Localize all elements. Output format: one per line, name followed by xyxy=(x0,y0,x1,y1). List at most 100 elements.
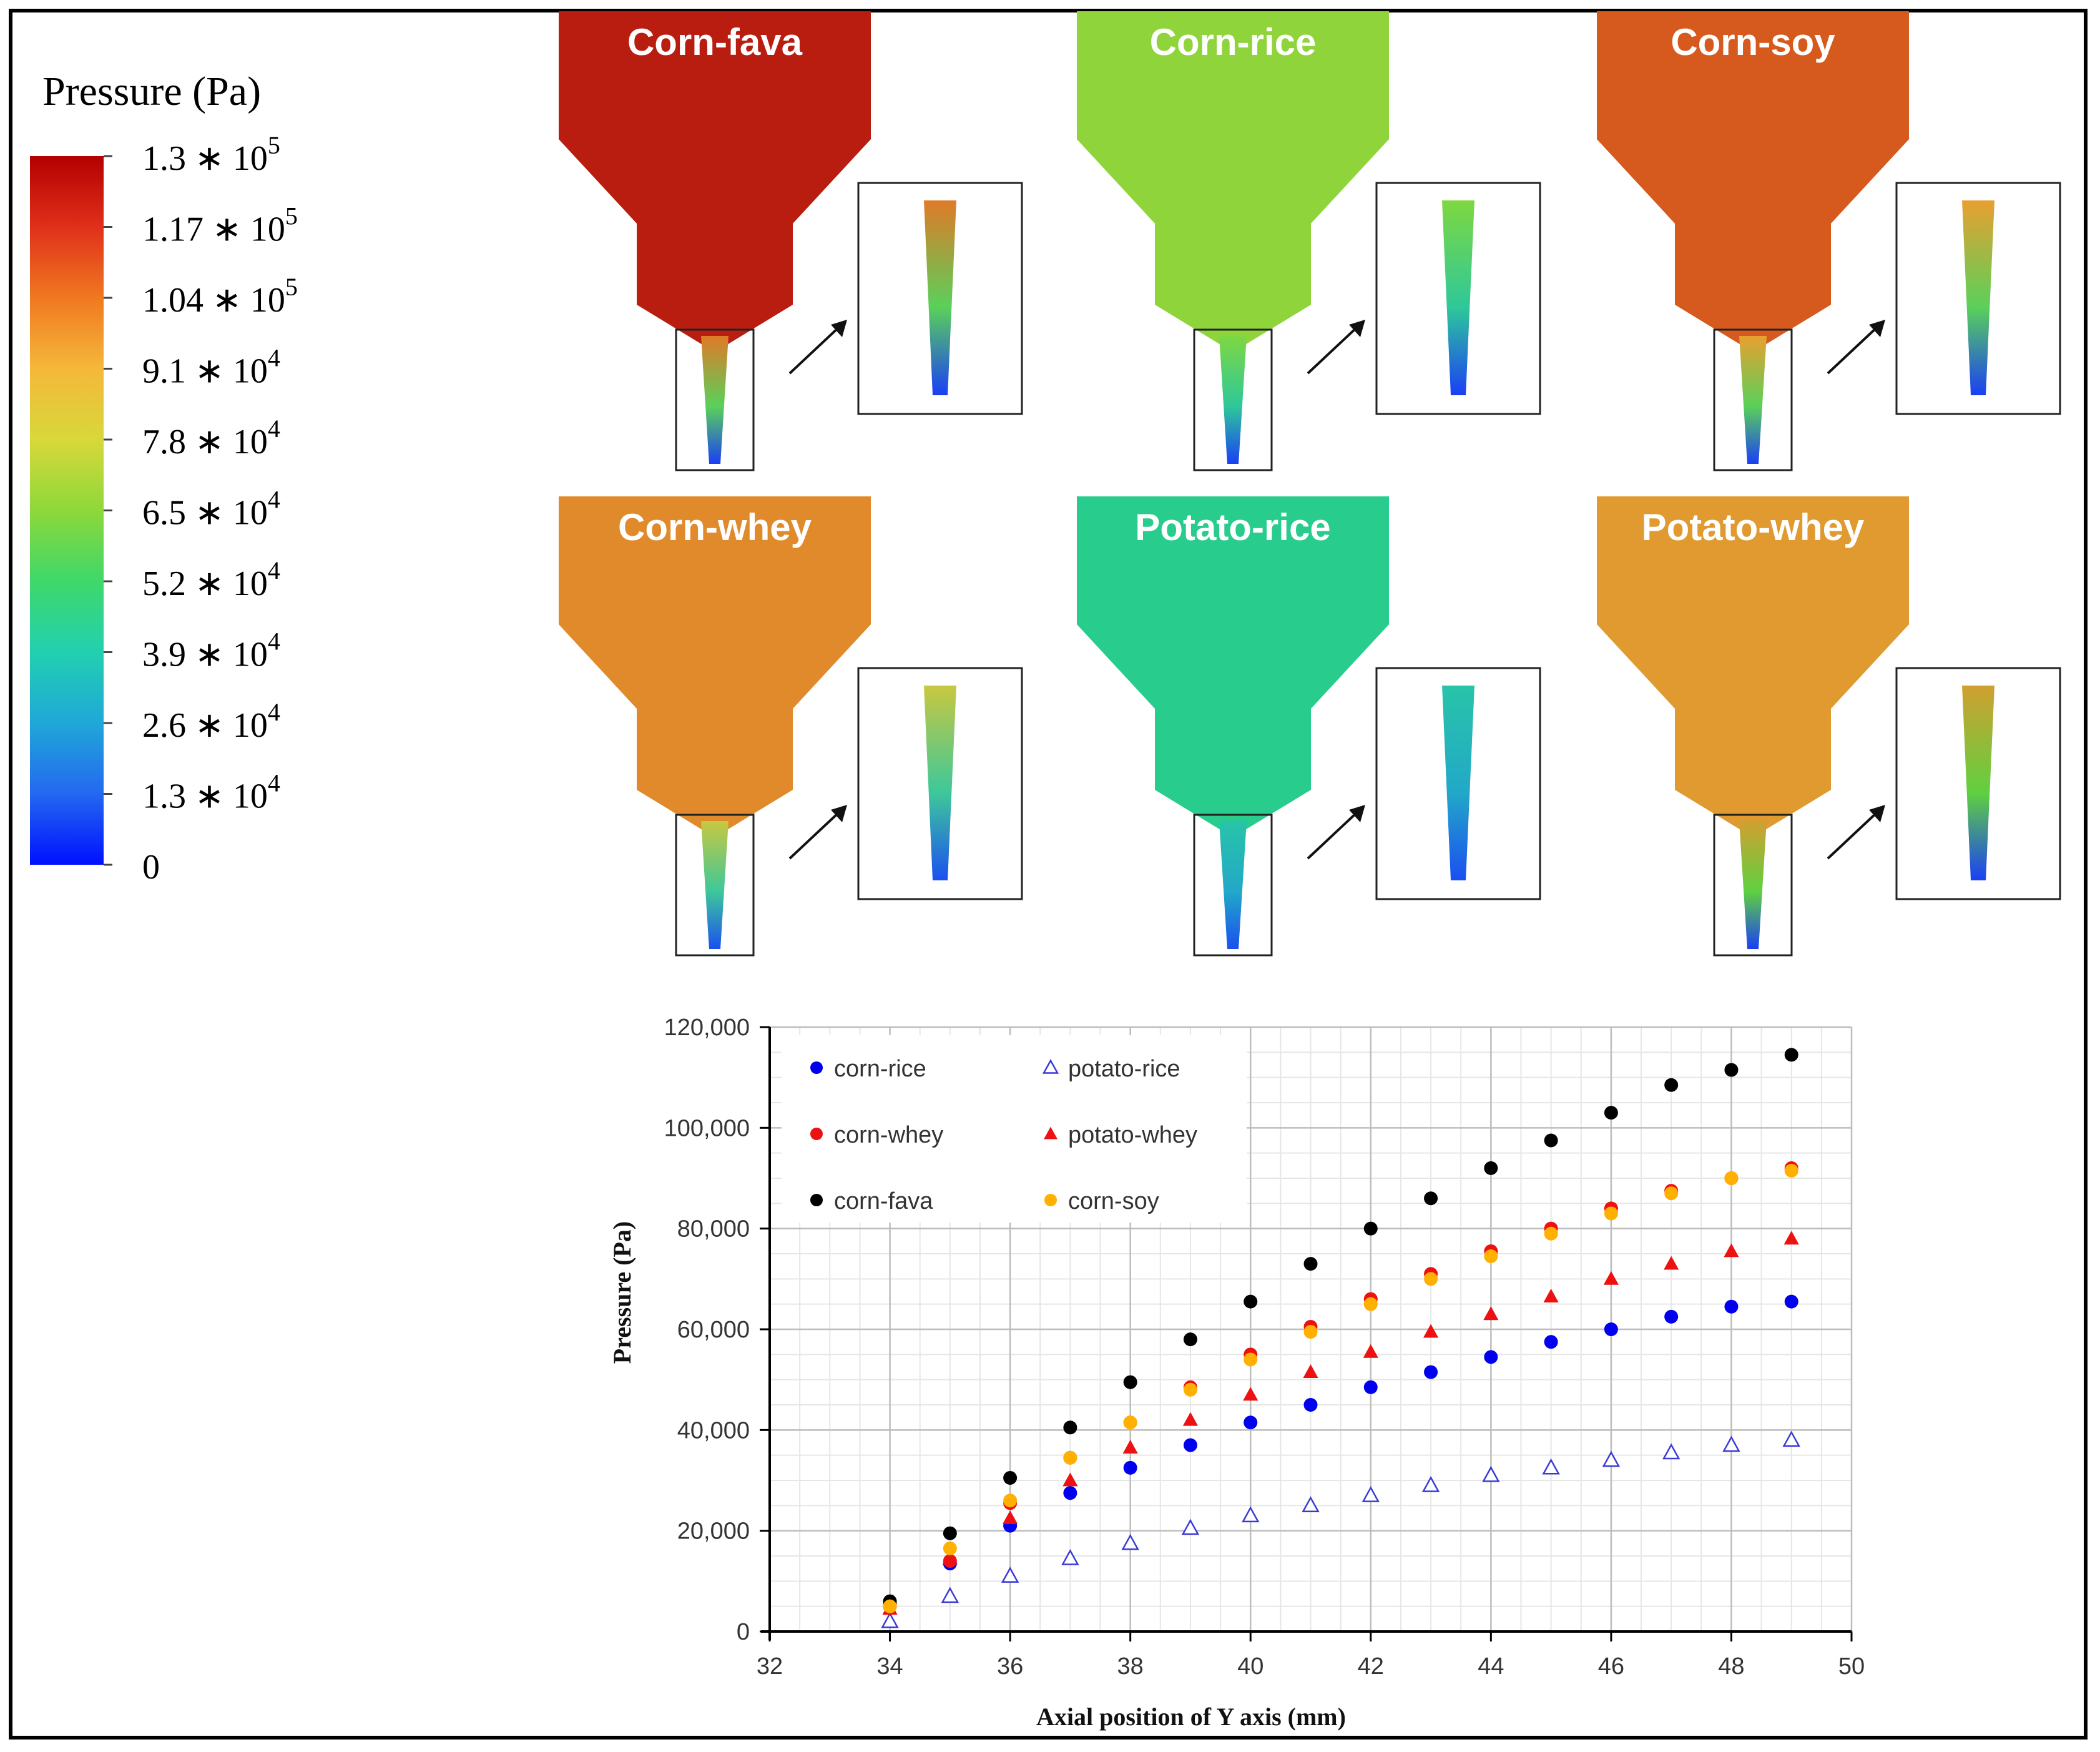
die-geometry xyxy=(1077,496,1389,871)
panel-label: Corn-whey xyxy=(618,506,812,548)
data-point-potato-rice xyxy=(1782,1430,1800,1447)
data-point-corn-rice xyxy=(1303,1398,1318,1412)
data-point-corn-soy xyxy=(883,1599,897,1613)
colorbar-tick-label: 0 xyxy=(142,848,160,887)
nozzle xyxy=(701,821,729,949)
zoom-arrow xyxy=(1307,325,1359,375)
zoom-arrow xyxy=(1307,810,1359,860)
data-point-potato-whey xyxy=(1664,1256,1679,1270)
x-tick-label: 40 xyxy=(1237,1653,1263,1680)
legend-label-potato-rice: potato-rice xyxy=(1068,1056,1180,1082)
data-point-potato-rice xyxy=(1362,1486,1380,1502)
data-point-corn-rice xyxy=(1724,1299,1739,1314)
chart-legend xyxy=(782,1035,1247,1223)
colorbar xyxy=(30,156,104,865)
nozzle-highlight-box xyxy=(1193,814,1273,957)
nozzle-highlight-box xyxy=(1193,328,1273,471)
data-point-corn-soy xyxy=(1604,1206,1618,1221)
panel-label: Potato-whey xyxy=(1642,506,1865,548)
data-point-corn-fava xyxy=(1664,1078,1679,1092)
arrow-head xyxy=(831,320,847,337)
nozzle xyxy=(1739,336,1767,464)
nozzle xyxy=(1219,336,1247,464)
data-point-potato-rice xyxy=(1121,1533,1139,1550)
data-point-potato-whey xyxy=(1603,1271,1619,1285)
data-point-corn-rice xyxy=(1363,1380,1378,1394)
x-tick-label: 36 xyxy=(997,1653,1023,1680)
data-point-potato-whey xyxy=(1724,1243,1739,1257)
data-point-corn-soy xyxy=(1784,1163,1798,1178)
panel-corn-rice: Corn-rice xyxy=(1077,11,1541,471)
data-point-potato-whey xyxy=(1543,1289,1559,1302)
data-point-corn-fava xyxy=(1123,1375,1137,1389)
die-geometry xyxy=(1077,11,1389,386)
nozzle xyxy=(1219,821,1247,949)
x-tick-label: 46 xyxy=(1598,1653,1624,1680)
zoomed-nozzle xyxy=(1442,200,1474,395)
data-point-potato-rice xyxy=(1662,1443,1680,1460)
data-point-corn-fava xyxy=(1183,1332,1197,1347)
data-point-corn-soy xyxy=(1363,1297,1378,1311)
zoom-arrow xyxy=(788,325,841,375)
x-tick-label: 48 xyxy=(1718,1653,1744,1680)
legend-marker-potato-rice xyxy=(1042,1059,1059,1074)
data-point-corn-soy xyxy=(1424,1272,1438,1286)
y-tick-label: 100,000 xyxy=(664,1115,750,1141)
data-point-corn-rice xyxy=(1244,1415,1258,1430)
data-point-potato-whey xyxy=(1363,1344,1378,1358)
y-tick-label: 0 xyxy=(737,1619,750,1645)
data-point-corn-rice xyxy=(1123,1460,1137,1475)
data-point-potato-rice xyxy=(1722,1435,1740,1452)
legend-marker-corn-fava xyxy=(810,1194,823,1206)
colorbar-tick-label: 6.5 ∗ 104 xyxy=(142,486,280,533)
data-point-corn-rice xyxy=(1664,1309,1679,1324)
data-point-corn-rice xyxy=(1784,1294,1798,1309)
data-point-corn-soy xyxy=(1244,1352,1258,1367)
nozzle-highlight-box xyxy=(1713,328,1793,471)
panel-corn-fava: Corn-fava xyxy=(559,11,1023,471)
data-point-corn-soy xyxy=(1544,1226,1558,1241)
data-point-corn-rice xyxy=(1544,1335,1558,1349)
data-point-corn-rice xyxy=(1183,1438,1197,1452)
colorbar-title: Pressure (Pa) xyxy=(42,69,261,114)
panel-potato-rice: Potato-rice xyxy=(1077,496,1541,957)
x-tick-label: 42 xyxy=(1358,1653,1384,1680)
data-point-potato-rice xyxy=(1602,1450,1621,1467)
arrow-head xyxy=(1869,805,1885,822)
panel-label: Potato-rice xyxy=(1135,506,1330,548)
x-tick-label: 32 xyxy=(757,1653,783,1680)
zoomed-nozzle xyxy=(1962,200,1995,395)
zoomed-nozzle xyxy=(1962,686,1995,880)
data-point-potato-whey xyxy=(1784,1231,1799,1245)
data-point-potato-rice xyxy=(1302,1496,1320,1512)
panel-label: Corn-soy xyxy=(1671,21,1835,63)
nozzle-highlight-box xyxy=(675,814,755,957)
pressure-scatter-chart: 32 34 36 38 40 42 44 46 48 50 0 20,000 40,000 60,000 8… xyxy=(608,1015,1865,1731)
data-point-potato-rice xyxy=(1001,1567,1019,1583)
die-geometry xyxy=(1597,11,1909,386)
zoomed-nozzle xyxy=(924,686,956,880)
data-point-potato-rice xyxy=(1421,1475,1440,1492)
data-point-potato-whey xyxy=(1062,1472,1078,1487)
data-point-corn-rice xyxy=(1063,1486,1077,1500)
y-tick-label: 60,000 xyxy=(677,1317,750,1343)
data-point-potato-rice xyxy=(1181,1518,1200,1535)
data-point-potato-rice xyxy=(1061,1548,1079,1565)
data-point-corn-fava xyxy=(1063,1420,1077,1435)
x-tick-label: 44 xyxy=(1478,1653,1504,1680)
data-point-corn-soy xyxy=(1484,1249,1498,1264)
colorbar-tick-label: 1.17 ∗ 105 xyxy=(142,202,298,249)
simulation-panels: Corn-fava Corn-rice Corn-soy Corn-whey Potat… xyxy=(559,11,2061,957)
legend-marker-potato-whey xyxy=(1044,1126,1057,1139)
y-tick-label: 80,000 xyxy=(677,1216,750,1243)
data-point-corn-soy xyxy=(1063,1450,1077,1465)
y-axis-label: Pressure (Pa) xyxy=(608,1221,636,1364)
data-point-corn-rice xyxy=(1424,1365,1438,1379)
data-point-corn-fava xyxy=(1303,1257,1318,1271)
data-point-corn-fava xyxy=(1003,1470,1018,1485)
data-point-corn-soy xyxy=(1003,1494,1018,1508)
panel-corn-whey: Corn-whey xyxy=(559,496,1023,957)
data-point-potato-whey xyxy=(1182,1412,1199,1426)
nozzle xyxy=(701,336,729,464)
legend-label-corn-whey: corn-whey xyxy=(834,1122,943,1148)
